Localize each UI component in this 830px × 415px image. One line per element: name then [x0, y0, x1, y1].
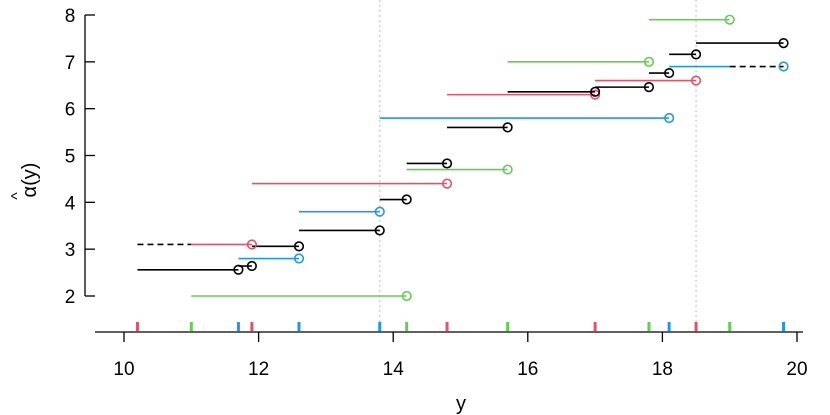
segment-endpoint: [374, 206, 385, 217]
y-tick-label: 8: [65, 6, 76, 27]
segment-12: [447, 122, 513, 133]
x-tick-label: 12: [248, 359, 269, 380]
segment-endpoint: [778, 37, 789, 49]
segment-endpoint: [441, 178, 453, 189]
segment-0: [191, 290, 412, 302]
segment-endpoint: [778, 61, 789, 72]
reference-lines: [379, 0, 697, 332]
x-axis-title: y: [456, 393, 466, 415]
segment-endpoint: [293, 241, 305, 252]
segment-endpoint: [724, 14, 735, 25]
segment-23: [648, 14, 735, 25]
x-tick-label: 16: [517, 359, 538, 380]
segment-7: [298, 206, 385, 217]
segment-endpoint: [502, 122, 513, 133]
segment-endpoint: [246, 260, 257, 272]
segment-10: [406, 164, 513, 175]
segment-endpoint: [246, 239, 257, 250]
segment-endpoint: [502, 164, 513, 175]
segment-14: [447, 89, 601, 100]
y-axis-title: α(y) ^: [9, 163, 41, 200]
segment-endpoint: [589, 89, 601, 100]
segment-endpoint: [690, 49, 702, 60]
segments-layer: [137, 14, 789, 302]
segment-endpoint: [441, 158, 453, 169]
y-tick-label: 3: [65, 240, 76, 261]
x-tick-label: 20: [786, 359, 807, 380]
segment-endpoint: [293, 253, 305, 264]
segment-16: [595, 82, 655, 93]
segment-4: [251, 241, 305, 252]
segment-endpoint: [374, 225, 385, 236]
y-axis-title-hat: ^: [9, 192, 26, 200]
segment-21: [669, 49, 702, 60]
y-axis-title-base: α(y): [19, 163, 41, 198]
x-axis: 10 12 14 16 18 20: [95, 331, 808, 380]
segment-endpoint: [401, 194, 412, 205]
y-tick-label: 6: [65, 100, 76, 121]
segment-19: [669, 61, 789, 72]
segment-1: [137, 264, 244, 275]
segment-endpoint: [643, 56, 655, 67]
segment-endpoint: [643, 82, 655, 93]
y-tick-label: 4: [65, 193, 76, 214]
segment-8: [379, 194, 412, 205]
segment-5: [137, 239, 257, 250]
segment-6: [298, 225, 385, 236]
x-tick-label: 10: [113, 359, 134, 380]
segment-2: [238, 260, 257, 272]
segment-13: [379, 112, 675, 124]
x-tick-label: 18: [652, 359, 673, 380]
y-axis: 2 3 4 5 6 7 8: [65, 6, 95, 308]
segment-3: [238, 253, 305, 264]
segment-endpoint: [664, 112, 675, 124]
y-tick-label: 7: [65, 53, 76, 74]
segment-9: [251, 178, 453, 189]
y-tick-label: 2: [65, 287, 76, 308]
segment-endpoint: [401, 290, 412, 302]
segment-endpoint: [690, 75, 702, 86]
segment-11: [406, 158, 453, 169]
segment-20: [507, 56, 655, 67]
segment-17: [595, 75, 702, 86]
x-tick-label: 14: [383, 359, 405, 380]
segment-endpoint: [664, 67, 675, 79]
y-tick-label: 5: [65, 147, 76, 168]
rug-layer: [135, 322, 786, 331]
segment-22: [696, 37, 789, 49]
segment-18: [648, 67, 675, 79]
